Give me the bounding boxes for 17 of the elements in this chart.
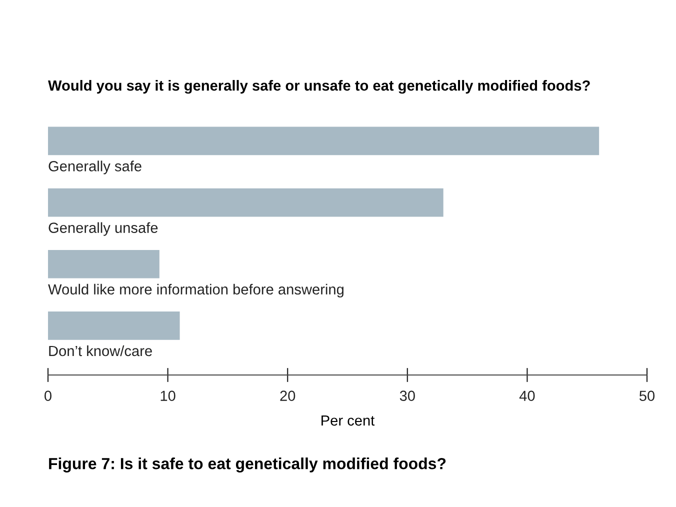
x-tick-label: 30 bbox=[400, 390, 415, 401]
caption: Figure 7: Is it safe to eat genetically modified foods? bbox=[49, 458, 446, 472]
bar bbox=[48, 126, 600, 156]
x-tick-label: 20 bbox=[280, 390, 296, 401]
x-axis-title: Per cent bbox=[322, 416, 375, 426]
x-tick-label: 40 bbox=[519, 390, 535, 401]
bar bbox=[48, 312, 180, 340]
x-tick-label: 50 bbox=[639, 390, 655, 401]
y-tick-label: Generally safe bbox=[48, 160, 142, 174]
y-tick-label: Would like more information before answering bbox=[48, 284, 344, 298]
y-tick-label: Don’t know/care bbox=[49, 345, 152, 356]
chart-title: Would you say it is generally safe or unsafe to eat genetically modified foods? bbox=[48, 80, 590, 94]
bar bbox=[48, 188, 444, 217]
bar bbox=[48, 250, 160, 278]
y-tick-label: Generally unsafe bbox=[48, 222, 158, 236]
x-tick-label: 0 bbox=[44, 390, 52, 401]
x-tick-label: 10 bbox=[160, 390, 176, 401]
